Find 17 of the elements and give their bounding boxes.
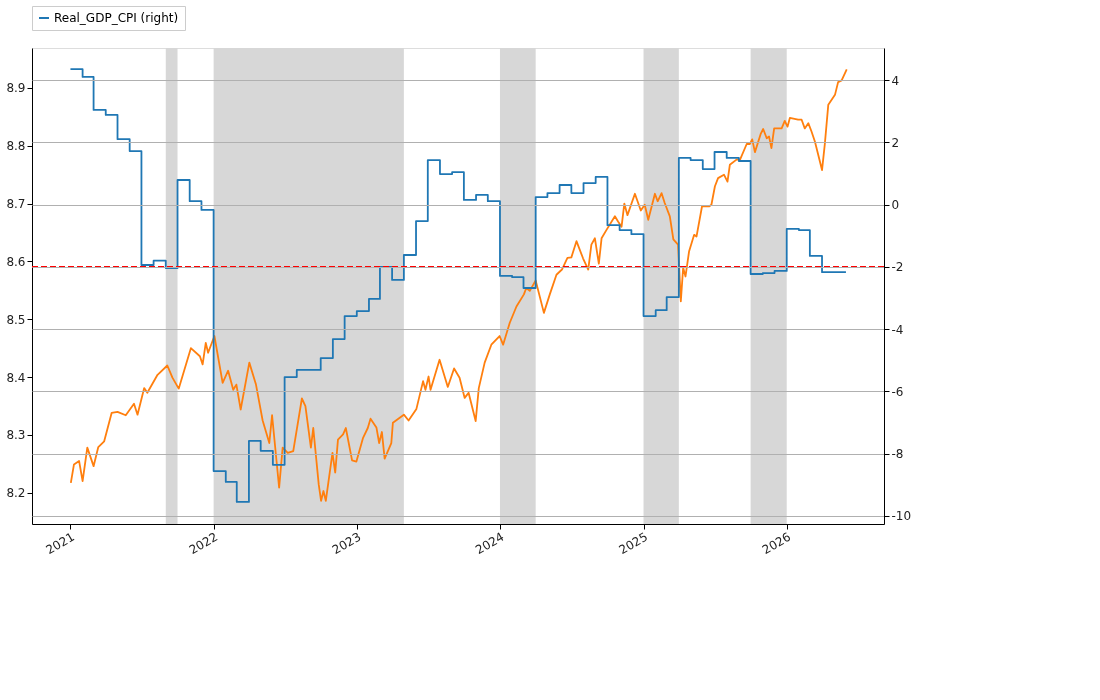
y-tick-label: 8.8 bbox=[6, 139, 26, 154]
y2-tick-label: 0 bbox=[891, 198, 900, 213]
y-tick-label: 8.6 bbox=[6, 254, 26, 269]
legend-label: Real_GDP_CPI (right) bbox=[54, 11, 179, 25]
y2-tick-label: -10 bbox=[891, 509, 912, 524]
y2-tick-label: -6 bbox=[891, 384, 904, 399]
y-tick-label: 8.7 bbox=[6, 197, 26, 212]
y2-tick-label: 2 bbox=[891, 135, 900, 150]
y-tick-label: 8.5 bbox=[6, 312, 26, 327]
y2-tick-label: -8 bbox=[891, 447, 904, 462]
y2-tick-label: -4 bbox=[891, 322, 904, 337]
y-tick-label: 8.3 bbox=[6, 428, 26, 443]
y-tick-label: 8.9 bbox=[6, 81, 26, 96]
y-tick-label: 8.2 bbox=[6, 486, 26, 501]
y2-tick-label: 4 bbox=[891, 73, 900, 88]
y-tick-label: 8.4 bbox=[6, 370, 26, 385]
y2-tick-label: -2 bbox=[891, 260, 904, 275]
